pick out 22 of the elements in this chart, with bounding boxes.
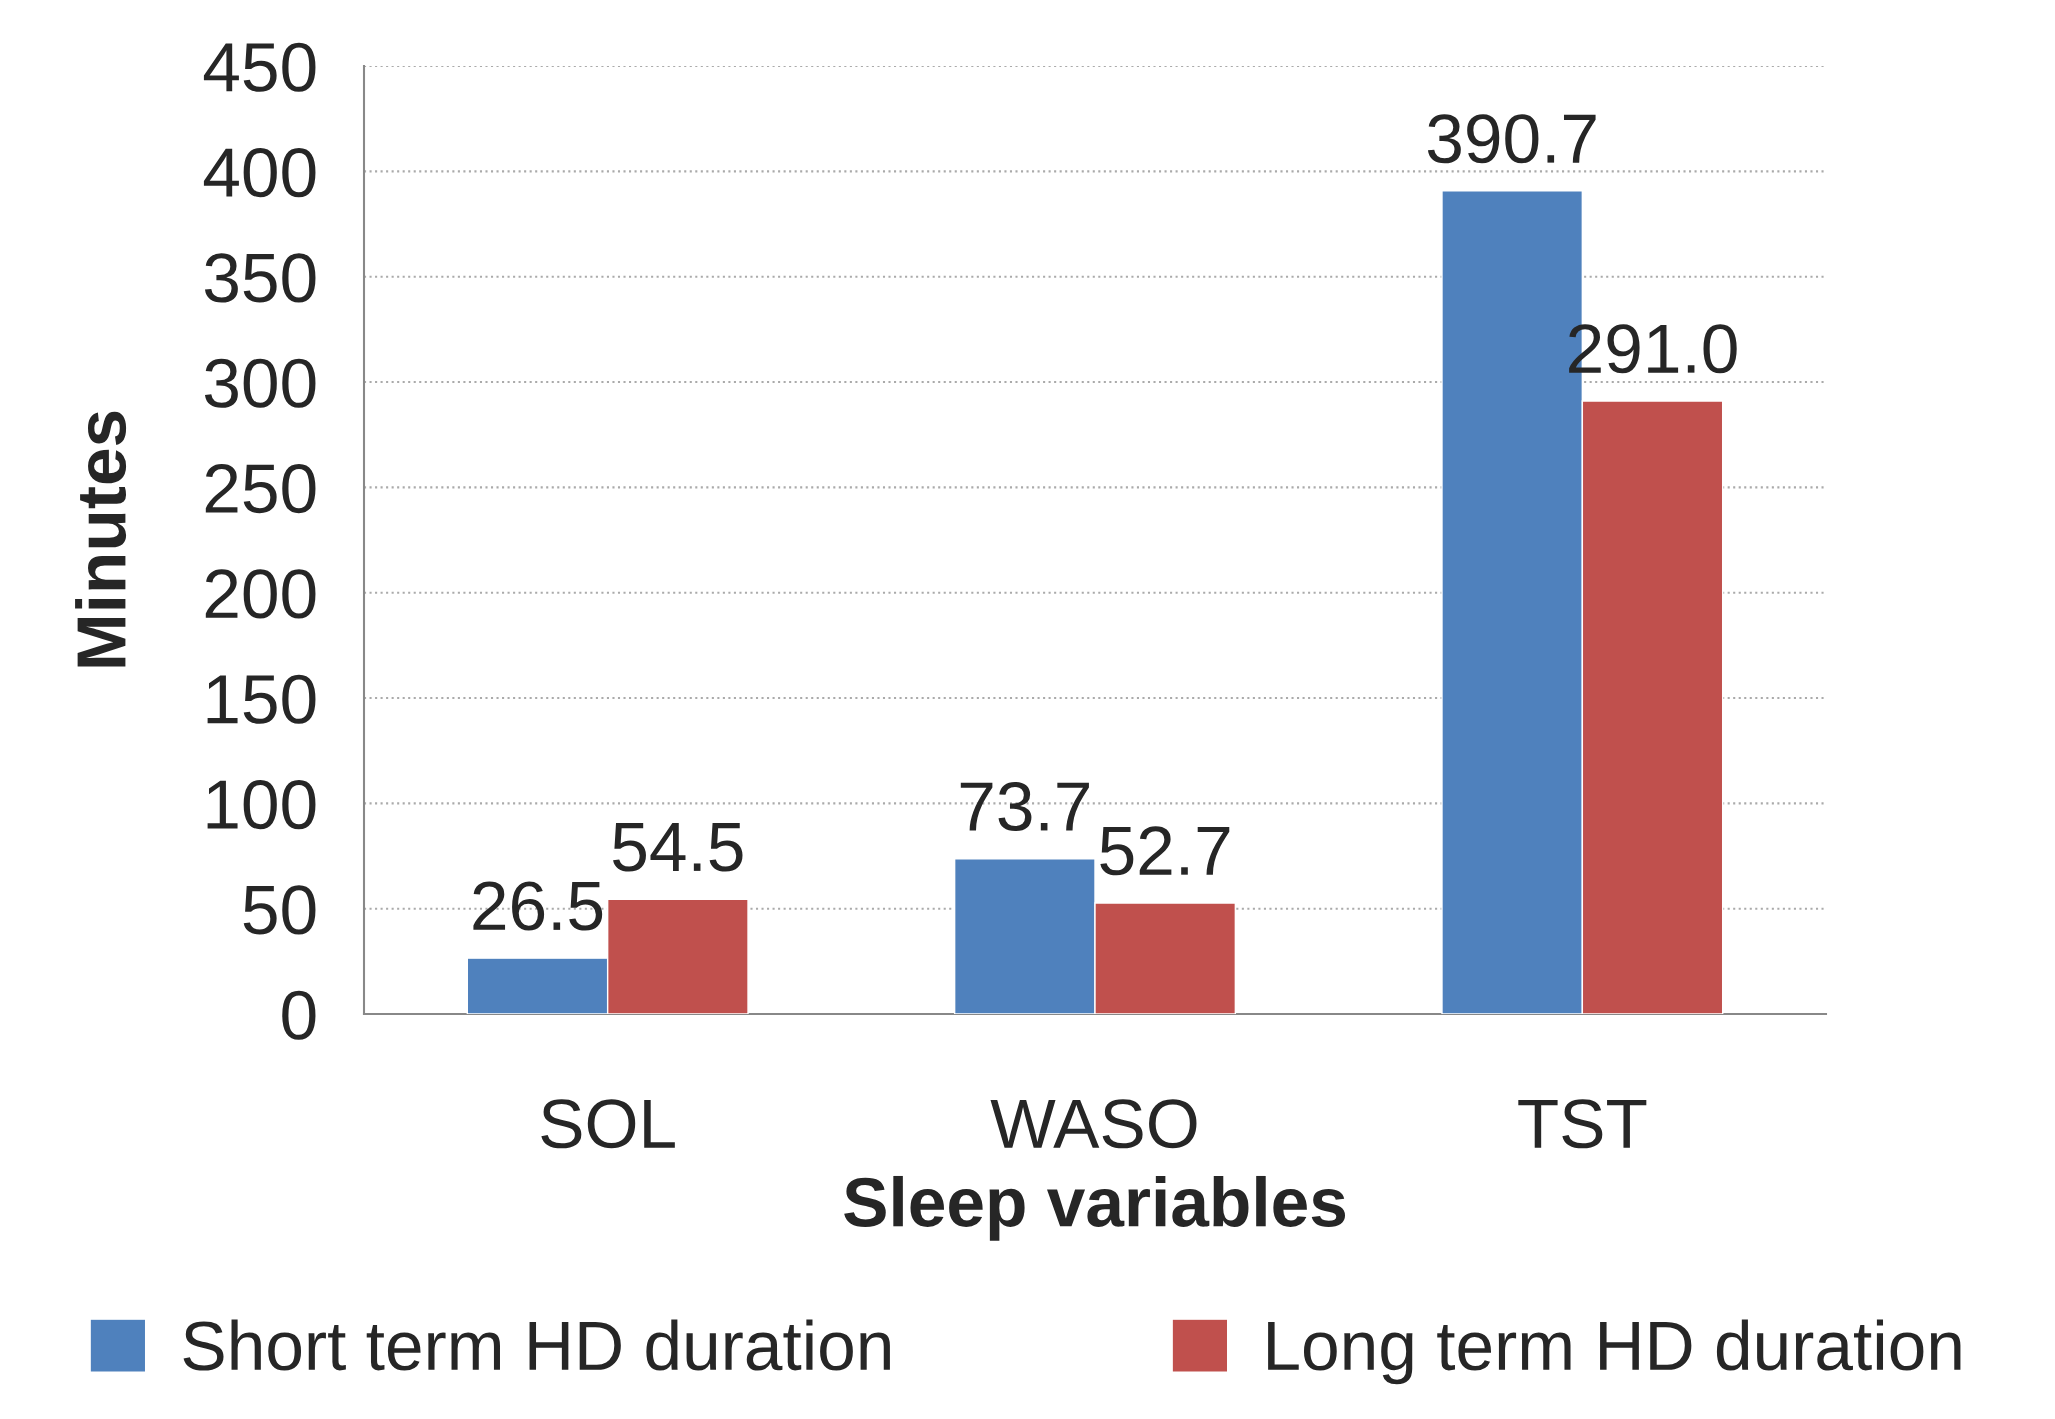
y-tick-label: 50 [243,885,316,935]
data-label: 26.5 [473,881,603,931]
x-tick-label: TST [1518,1099,1647,1149]
y-tick-label: 250 [205,464,316,514]
x-axis-title: Sleep variables [844,1175,1346,1241]
data-label: 390.7 [1427,114,1596,164]
x-tick-label: WASO [990,1099,1197,1149]
y-tick-label: 150 [207,674,316,724]
legend-label: Long term HD duration [1268,1319,1961,1385]
data-label: 52.7 [1100,826,1230,876]
y-tick-label: 200 [205,569,316,619]
x-tick-label: SOL [541,1099,675,1149]
y-axis-title: Minutes [75,411,127,667]
legend-label: Short term HD duration [183,1319,890,1371]
y-tick-label: 100 [207,780,316,830]
y-tick-label: 450 [203,42,316,92]
y-tick-label: 400 [203,148,316,198]
data-label: 54.5 [613,823,743,872]
y-tick-label: 350 [204,253,316,303]
y-tick-label: 300 [204,358,316,408]
y-tick-label: 0 [282,990,316,1040]
data-label: 73.7 [960,781,1089,832]
